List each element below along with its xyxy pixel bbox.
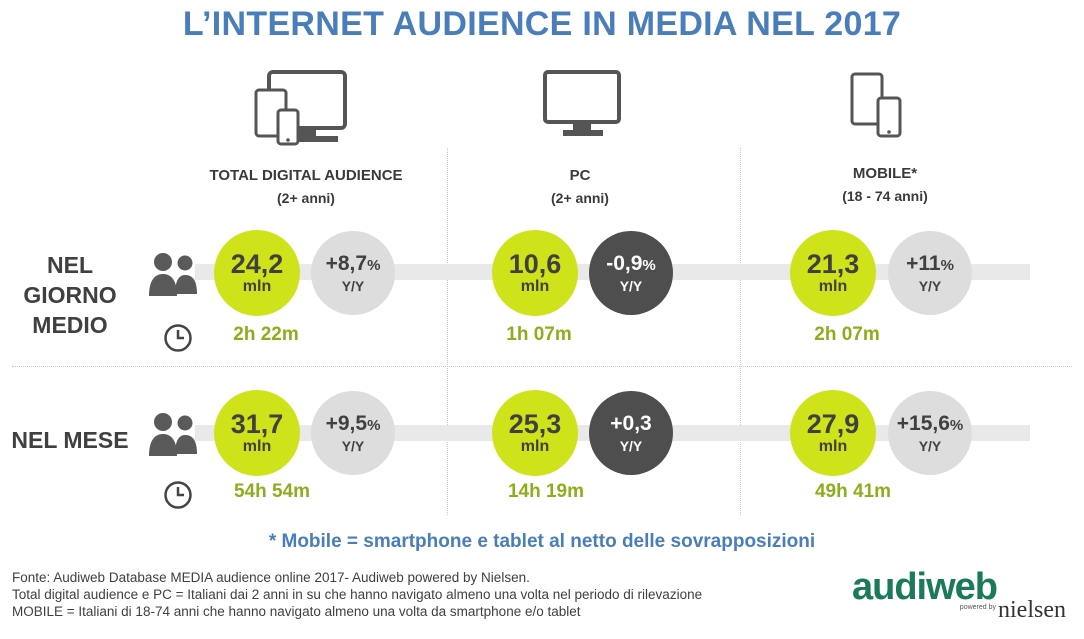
source-line: MOBILE = Italiani di 18-74 anni che hann…: [12, 604, 581, 619]
time-value: 1h 07m: [506, 324, 572, 345]
logo-brand: audiweb: [852, 566, 998, 608]
variation-label: Y/Y: [918, 278, 942, 294]
monitor-icon: [543, 70, 621, 136]
audience-unit: mln: [818, 278, 848, 295]
column-subtitle: (2+ anni): [277, 190, 335, 206]
variation-circle: +11% Y/Y: [888, 231, 972, 315]
variation-label: Y/Y: [619, 278, 643, 294]
mobile-footnote: * Mobile = smartphone e tablet al netto …: [268, 531, 816, 552]
column-subtitle: (18 - 74 anni): [842, 188, 928, 204]
row-divider: [12, 366, 1072, 367]
variation-circle: -0,9% Y/Y: [589, 231, 673, 315]
variation-value: +8,7: [325, 252, 368, 275]
variation-label: Y/Y: [918, 438, 942, 454]
variation-circle: +15,6% Y/Y: [888, 391, 972, 475]
multi-device-icon: [254, 70, 347, 146]
time-value: 2h 22m: [233, 324, 299, 345]
clock-icon: [164, 324, 192, 352]
audience-unit: mln: [818, 438, 848, 455]
row-label-month: NEL MESE: [11, 427, 129, 453]
audience-unit: mln: [242, 438, 272, 455]
variation-circle: +0,3 Y/Y: [589, 391, 673, 475]
clock-icon: [164, 481, 192, 509]
column-title: PC: [569, 167, 591, 184]
audience-value: 27,9: [806, 409, 860, 439]
column-subtitle: (2+ anni): [551, 190, 609, 206]
variation-pct: %: [367, 257, 381, 274]
variation-label: Y/Y: [619, 438, 643, 454]
column-header-total: TOTAL DIGITAL AUDIENCE (2+ anni): [176, 165, 436, 209]
source-line: Fonte: Audiweb Database MEDIA audience o…: [12, 570, 530, 585]
audience-value-circle: 10,6 mln: [492, 230, 578, 316]
variation-pct: %: [940, 257, 954, 274]
column-divider: [740, 148, 741, 515]
column-header-pc: PC (2+ anni): [450, 165, 710, 209]
variation-value: +11: [906, 252, 941, 275]
audience-value: 24,2: [230, 249, 284, 279]
logo-powered: powered by: [959, 604, 996, 611]
variation-value: +9,5: [325, 412, 368, 435]
audience-value: 21,3: [806, 249, 860, 279]
page-title: L’INTERNET AUDIENCE IN MEDIA NEL 2017: [182, 5, 902, 43]
column-title: MOBILE*: [852, 165, 918, 182]
audience-value-circle: 24,2 mln: [214, 230, 300, 316]
audience-value: 10,6: [508, 249, 562, 279]
time-value: 2h 07m: [814, 324, 880, 345]
audience-unit: mln: [520, 278, 550, 295]
column-title: TOTAL DIGITAL AUDIENCE: [209, 167, 403, 184]
variation-pct: %: [642, 257, 656, 274]
people-icon: [149, 413, 197, 456]
row-label-day: NEL GIORNO MEDIO: [23, 252, 117, 338]
mobile-devices-icon: [850, 72, 902, 138]
variation-label: Y/Y: [341, 438, 365, 454]
source-line: Total digital audience e PC = Italiani d…: [12, 587, 703, 602]
variation-pct: %: [367, 417, 381, 434]
time-value: 49h 41m: [814, 481, 892, 502]
column-divider: [447, 148, 448, 515]
audiweb-nielsen-logo: audiweb powered by nielsen: [852, 566, 1077, 636]
time-value: 14h 19m: [507, 481, 585, 502]
variation-value: -0,9: [606, 252, 643, 275]
time-value: 54h 54m: [233, 481, 311, 502]
variation-value: +0,3: [610, 412, 652, 435]
variation-label: Y/Y: [341, 278, 365, 294]
audience-value-circle: 31,7 mln: [214, 390, 300, 476]
audience-value-circle: 21,3 mln: [790, 230, 876, 316]
audience-unit: mln: [520, 438, 550, 455]
variation-pct: %: [949, 417, 964, 434]
variation-circle: +9,5% Y/Y: [311, 391, 395, 475]
audience-unit: mln: [242, 278, 272, 295]
audience-value-circle: 27,9 mln: [790, 390, 876, 476]
logo-partner: nielsen: [998, 597, 1066, 623]
audience-value: 25,3: [508, 409, 562, 439]
column-header-mobile: MOBILE* (18 - 74 anni): [755, 163, 1015, 207]
variation-value: +15,6: [896, 412, 950, 435]
audience-value-circle: 25,3 mln: [492, 390, 578, 476]
audience-value: 31,7: [230, 409, 284, 439]
variation-circle: +8,7% Y/Y: [311, 231, 395, 315]
people-icon: [149, 253, 197, 296]
